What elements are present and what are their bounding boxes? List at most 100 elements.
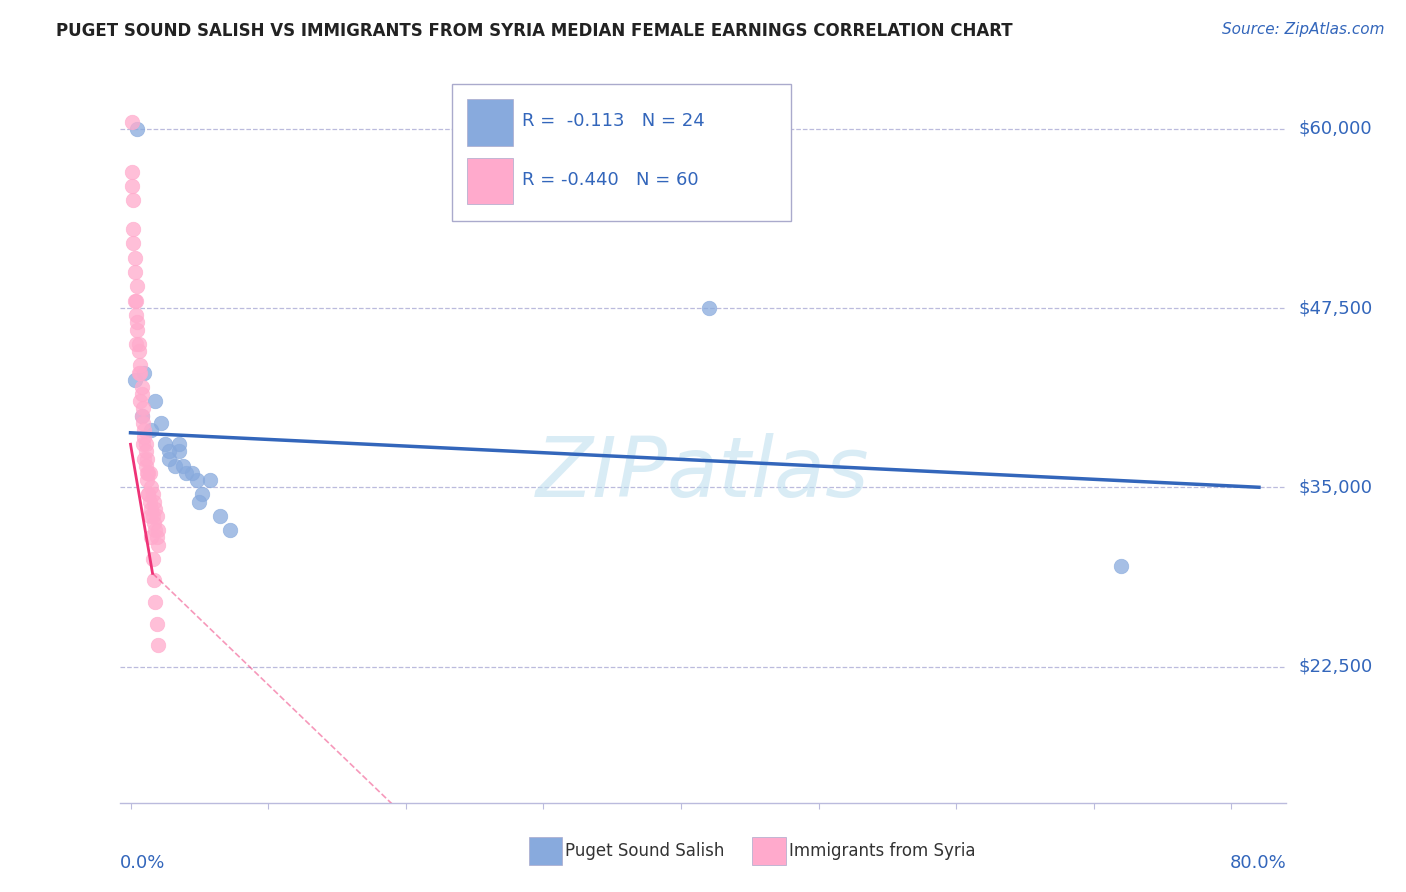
Point — [139, 494, 162, 508]
Point — [153, 437, 176, 451]
Point — [135, 444, 157, 458]
Point — [129, 394, 152, 409]
Point — [127, 322, 149, 336]
Point — [188, 494, 211, 508]
Text: Puget Sound Salish: Puget Sound Salish — [565, 842, 724, 860]
Point — [138, 487, 160, 501]
Point — [186, 473, 208, 487]
FancyBboxPatch shape — [453, 84, 790, 221]
Point — [191, 487, 214, 501]
Point — [122, 222, 145, 236]
Point — [1111, 559, 1133, 574]
Point — [143, 501, 166, 516]
Point — [136, 451, 159, 466]
Point — [124, 373, 146, 387]
Point — [135, 437, 157, 451]
Point — [132, 401, 155, 416]
Point — [128, 336, 150, 351]
Point — [146, 524, 169, 538]
Point — [143, 524, 166, 538]
Point — [127, 121, 149, 136]
Point — [139, 508, 162, 523]
Point — [146, 538, 169, 552]
Text: 0.0%: 0.0% — [120, 854, 165, 872]
Point — [129, 366, 152, 380]
Point — [124, 265, 146, 279]
Point — [141, 552, 163, 566]
Text: Immigrants from Syria: Immigrants from Syria — [789, 842, 976, 860]
Point — [145, 616, 167, 631]
Point — [121, 114, 143, 128]
Point — [134, 366, 156, 380]
Text: 80.0%: 80.0% — [1230, 854, 1286, 872]
Point — [181, 466, 204, 480]
Point — [141, 508, 163, 523]
Point — [142, 494, 165, 508]
Point — [145, 531, 167, 545]
Point — [149, 416, 172, 430]
Point — [218, 524, 240, 538]
Point — [122, 236, 145, 251]
Point — [136, 466, 159, 480]
Point — [163, 458, 186, 473]
Point — [127, 315, 149, 329]
Text: ZIPatlas: ZIPatlas — [536, 434, 870, 514]
Point — [141, 480, 163, 494]
Point — [128, 344, 150, 359]
Point — [124, 293, 146, 308]
Point — [142, 516, 165, 530]
Text: $35,000: $35,000 — [1298, 478, 1372, 496]
Text: $60,000: $60,000 — [1298, 120, 1372, 137]
Point — [146, 638, 169, 652]
Point — [125, 336, 148, 351]
Text: R = -0.440   N = 60: R = -0.440 N = 60 — [522, 170, 699, 188]
Point — [122, 194, 145, 208]
Text: $47,500: $47,500 — [1298, 299, 1372, 317]
Point — [132, 416, 155, 430]
Point — [172, 458, 194, 473]
Text: PUGET SOUND SALISH VS IMMIGRANTS FROM SYRIA MEDIAN FEMALE EARNINGS CORRELATION C: PUGET SOUND SALISH VS IMMIGRANTS FROM SY… — [56, 22, 1012, 40]
Point — [697, 301, 720, 315]
Point — [141, 501, 163, 516]
Point — [131, 380, 153, 394]
Point — [131, 387, 153, 401]
Point — [125, 293, 148, 308]
Point — [141, 531, 163, 545]
Point — [134, 451, 156, 466]
Text: R =  -0.113   N = 24: R = -0.113 N = 24 — [522, 112, 704, 130]
Point — [134, 423, 156, 437]
Point — [131, 409, 153, 423]
Point — [139, 466, 162, 480]
Point — [121, 179, 143, 194]
Point — [143, 595, 166, 609]
Point — [132, 437, 155, 451]
Point — [138, 487, 160, 501]
Point — [143, 394, 166, 409]
Point — [200, 473, 222, 487]
Text: $22,500: $22,500 — [1298, 657, 1372, 675]
Point — [131, 409, 153, 423]
Point — [138, 466, 160, 480]
Point — [174, 466, 197, 480]
Text: Source: ZipAtlas.com: Source: ZipAtlas.com — [1222, 22, 1385, 37]
Point — [124, 251, 146, 265]
Point — [141, 423, 163, 437]
Point — [142, 574, 165, 588]
Point — [129, 359, 152, 373]
Point — [141, 487, 163, 501]
Point — [157, 451, 180, 466]
Point — [136, 473, 159, 487]
FancyBboxPatch shape — [467, 99, 513, 146]
Point — [128, 366, 150, 380]
Point — [127, 279, 149, 293]
Point — [145, 508, 167, 523]
Point — [121, 165, 143, 179]
Point — [157, 444, 180, 458]
Point — [167, 444, 190, 458]
Point — [125, 308, 148, 322]
Point — [167, 437, 190, 451]
Point — [135, 458, 157, 473]
Point — [134, 430, 156, 444]
Point — [208, 508, 231, 523]
FancyBboxPatch shape — [467, 158, 513, 204]
